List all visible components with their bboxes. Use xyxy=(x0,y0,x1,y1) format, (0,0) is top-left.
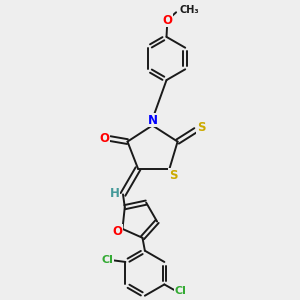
Text: S: S xyxy=(169,169,177,182)
Text: S: S xyxy=(197,121,205,134)
Text: O: O xyxy=(100,131,110,145)
Text: O: O xyxy=(112,225,122,238)
Text: CH₃: CH₃ xyxy=(179,5,199,15)
Text: Cl: Cl xyxy=(101,255,113,266)
Text: O: O xyxy=(162,14,172,27)
Text: Cl: Cl xyxy=(175,286,187,296)
Text: N: N xyxy=(147,114,158,127)
Text: H: H xyxy=(110,187,119,200)
